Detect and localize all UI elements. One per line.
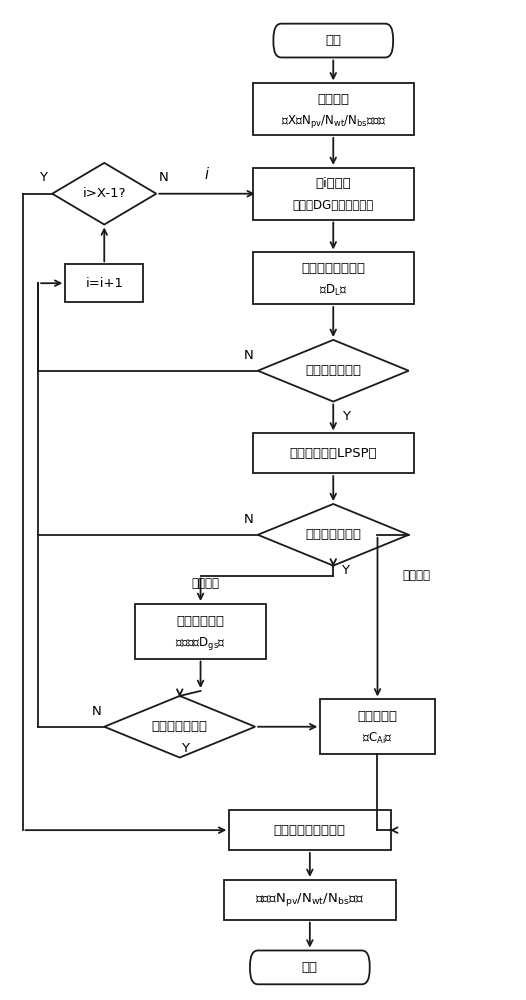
Polygon shape [258,504,409,566]
FancyBboxPatch shape [252,433,414,473]
Text: （D$_{\rm L}$）: （D$_{\rm L}$） [319,283,347,298]
Text: Y: Y [39,171,47,184]
Text: 计算入网功率: 计算入网功率 [177,615,225,628]
Polygon shape [52,163,156,225]
FancyBboxPatch shape [136,604,266,659]
FancyBboxPatch shape [252,252,414,304]
Text: （C$_{\rm Ai}$）: （C$_{\rm Ai}$） [362,731,393,746]
FancyBboxPatch shape [320,699,435,754]
Text: （X种N$_{\rm pv}$/N$_{\rm wt}$/N$_{\rm bs}$组合）: （X种N$_{\rm pv}$/N$_{\rm wt}$/N$_{\rm bs}… [281,113,386,130]
Text: 的波动（D$_{\rm gs}$）: 的波动（D$_{\rm gs}$） [175,635,226,652]
Text: Y: Y [342,410,350,423]
Text: 是否满足要求？: 是否满足要求？ [151,720,208,733]
Text: 计算缺电率（LPSP）: 计算缺电率（LPSP） [289,447,377,460]
FancyBboxPatch shape [224,880,396,920]
Text: N: N [159,171,169,184]
Text: 并网模式: 并网模式 [192,577,220,590]
Text: 是否满足要求？: 是否满足要求？ [305,528,361,541]
Text: N: N [92,705,102,718]
Text: 结束: 结束 [302,961,318,974]
Text: 样本空间: 样本空间 [317,93,349,106]
Text: 第i种组合: 第i种组合 [316,177,351,190]
Text: （计算DG的输出功率）: （计算DG的输出功率） [292,199,374,212]
Text: 是否满足要求？: 是否满足要求？ [305,364,361,377]
Text: N: N [244,513,254,526]
Text: 离网模式: 离网模式 [402,569,431,582]
Polygon shape [258,340,409,402]
FancyBboxPatch shape [252,83,414,135]
FancyBboxPatch shape [250,950,370,984]
Text: $i$: $i$ [204,166,210,182]
FancyBboxPatch shape [229,810,390,850]
FancyBboxPatch shape [252,168,414,220]
Text: i=i+1: i=i+1 [85,277,123,290]
Text: 计算风光互补特性: 计算风光互补特性 [301,262,365,275]
FancyBboxPatch shape [65,264,143,302]
Text: Y: Y [181,742,189,755]
Text: 选择成本最小的组合: 选择成本最小的组合 [274,824,346,837]
Text: 计算总成本: 计算总成本 [358,710,398,723]
Text: N: N [244,349,254,362]
Text: 最优的N$_{\rm pv}$/N$_{\rm wt}$/N$_{\rm bs}$组合: 最优的N$_{\rm pv}$/N$_{\rm wt}$/N$_{\rm bs}… [255,891,365,908]
Text: i>X-1?: i>X-1? [83,187,126,200]
FancyBboxPatch shape [274,24,393,57]
Polygon shape [104,696,255,758]
Text: Y: Y [341,564,349,577]
Text: 开始: 开始 [325,34,341,47]
